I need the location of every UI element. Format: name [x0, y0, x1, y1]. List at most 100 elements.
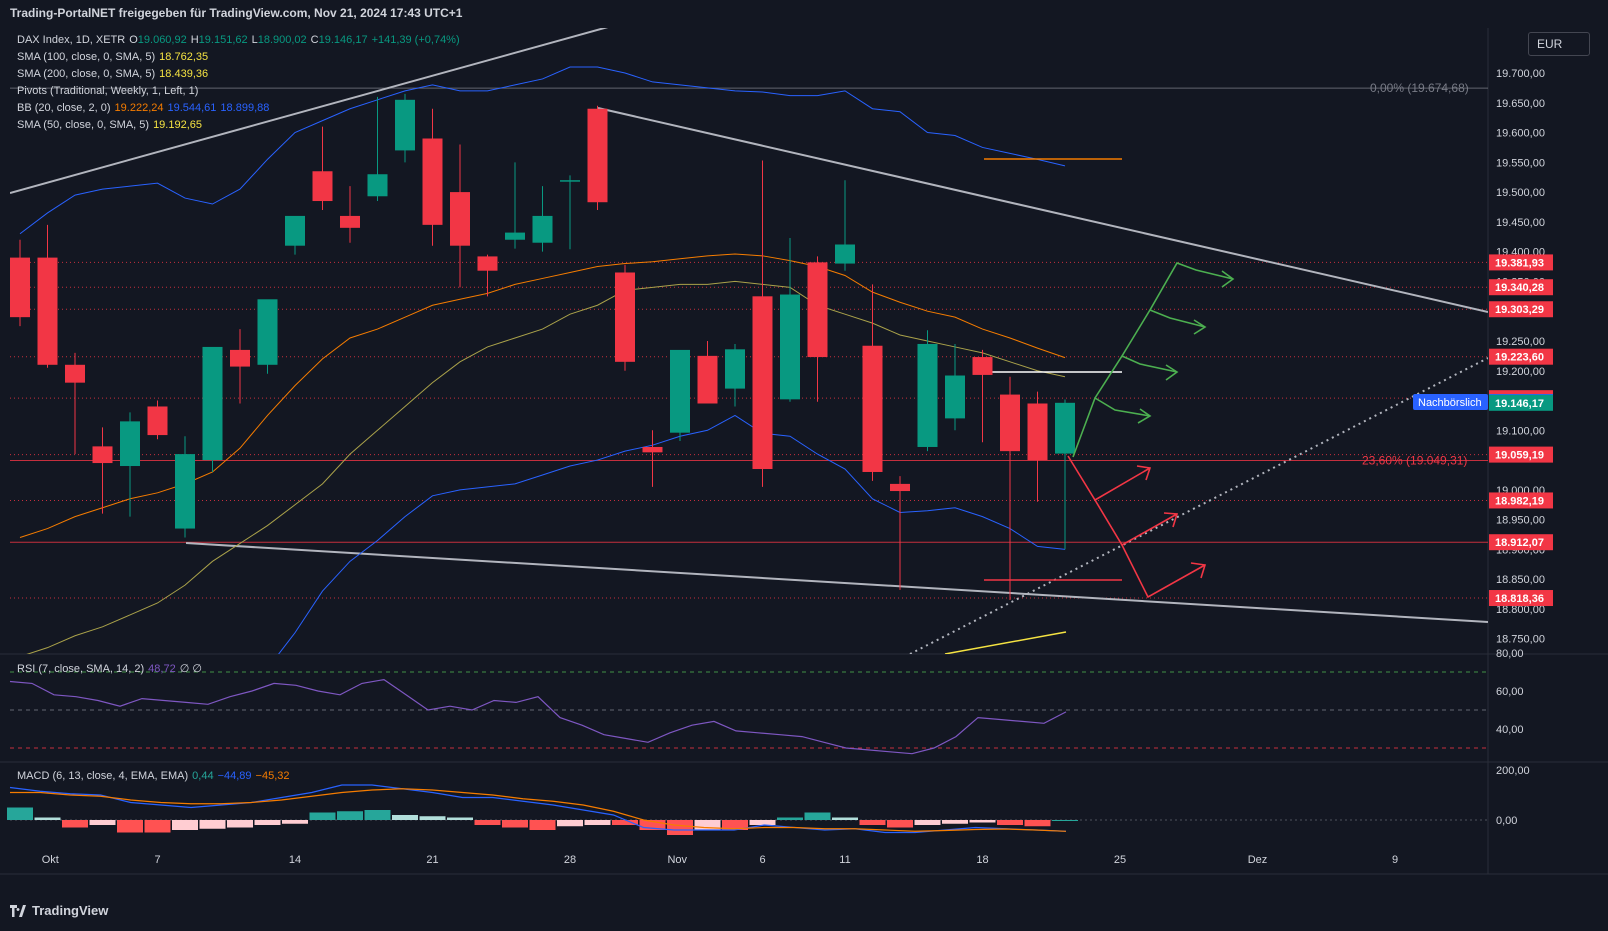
sma50-line	[26, 280, 1066, 654]
legend-high: 19.151,62	[198, 34, 248, 46]
legend-macd[interactable]: MACD (6, 13, close, 4, EMA, EMA) 0,44 −44,…	[17, 770, 293, 782]
legend-main[interactable]: DAX Index, 1D, XETR O19.060,92 H19.151,62 L…	[17, 34, 464, 46]
pivot-price-tag: 18.818,36	[1495, 593, 1544, 605]
x-tick-label: 18	[976, 854, 988, 866]
macd-line	[9, 784, 1067, 834]
chart-title: Trading-PortalNET freigegeben für Tradin…	[10, 6, 463, 20]
x-tick-label: 11	[839, 854, 850, 866]
candle-body	[972, 357, 993, 375]
legend-symbol[interactable]: DAX Index, 1D, XETR	[17, 34, 126, 46]
support-trendline	[185, 542, 1488, 623]
legend-rsi[interactable]: RSI (7, close, SMA, 14, 2) 48,72 ∅ ∅	[17, 662, 206, 675]
x-tick-label: 14	[289, 854, 301, 866]
pivot-price-tag-bg	[1489, 301, 1553, 318]
legend-indicator[interactable]: SMA (50, close, 0, SMA, 5) 19.192,65	[17, 119, 206, 131]
bb-lower-line	[278, 414, 1066, 654]
indicator-label: SMA (50, close, 0, SMA, 5)	[17, 119, 150, 131]
candle-body	[395, 99, 415, 151]
macd-hist-bar	[7, 807, 33, 820]
legend-o-label: O	[129, 34, 138, 46]
pivot-price-tag: 19.303,29	[1495, 304, 1544, 316]
macd-hist-bar	[34, 817, 61, 820]
macd-hist-bar	[997, 820, 1023, 825]
pivot-price-tag: 19.223,60	[1495, 352, 1544, 364]
price-pane	[10, 28, 1488, 654]
currency-selector[interactable]: EUR	[1528, 32, 1590, 56]
footer-brand[interactable]: TradingView	[10, 903, 108, 918]
macd-hist-bar	[942, 820, 968, 824]
indicator-value: 18.762,35	[159, 51, 209, 63]
macd-label[interactable]: MACD (6, 13, close, 4, EMA, EMA)	[17, 770, 189, 782]
rsi-tick-label: 80,00	[1496, 648, 1524, 660]
x-tick-label: Dez	[1248, 854, 1268, 866]
rsi-line	[9, 678, 1067, 755]
candle-body	[147, 406, 168, 436]
fib-level-label: 0,00% (19.674,68)	[1370, 81, 1469, 95]
candle-body	[450, 192, 470, 246]
candle-body	[862, 345, 883, 472]
y-tick-label: 19.100,00	[1496, 425, 1545, 437]
macd-tick-label: 200,00	[1496, 765, 1530, 777]
indicator-label: SMA (100, close, 0, SMA, 5)	[17, 51, 156, 63]
y-tick-label: 19.200,00	[1496, 366, 1545, 378]
legend-c-label: C	[310, 34, 319, 46]
support-price-tag-bg	[1489, 534, 1553, 551]
candle-body	[505, 232, 525, 240]
pivot-price-tag-bg	[1489, 446, 1553, 463]
x-tick-label: 7	[154, 854, 160, 866]
macd-hist-bar	[859, 820, 886, 825]
macd-hist-bar	[639, 820, 666, 830]
dotted-trendline	[909, 357, 1488, 654]
scenario-arrow-red-head	[1163, 512, 1179, 528]
y-tick-label: 18.750,00	[1496, 634, 1545, 646]
macd-hist-bar	[584, 820, 611, 825]
macd-hist-bar	[557, 820, 583, 827]
macd-hist-bar	[309, 812, 336, 820]
macd-hist-bar	[227, 820, 253, 828]
candle-body	[422, 138, 443, 225]
candle-body	[285, 215, 305, 246]
candle-body	[1027, 403, 1048, 461]
scenario-arrow-green-head	[1221, 270, 1235, 288]
macd-hist-bar	[914, 820, 941, 825]
rsi-label[interactable]: RSI (7, close, SMA, 14, 2)	[17, 663, 145, 675]
rsi-value: 48,72	[148, 663, 176, 675]
fib-level-label: 23,60% (19.049,31)	[1362, 453, 1467, 467]
macd-hist-bar	[282, 820, 308, 824]
footer-brand-label: TradingView	[32, 903, 109, 918]
macd-hist-bar	[62, 820, 88, 828]
pivot-price-tag-bg	[1489, 254, 1553, 271]
macd-hist-bar	[1024, 820, 1051, 827]
x-tick-label: 28	[564, 854, 576, 866]
pivot-price-tag: 18.982,19	[1495, 495, 1544, 507]
last-price-tag-bg	[1489, 394, 1553, 411]
legend-indicator[interactable]: BB (20, close, 2, 0) 19.222,24 19.544,61 18…	[17, 102, 273, 114]
candle-body	[1055, 402, 1075, 454]
candle-body	[477, 256, 498, 271]
indicator-value: 19.544,61	[167, 102, 217, 114]
y-tick-label: 19.600,00	[1496, 128, 1545, 140]
legend-indicator[interactable]: SMA (100, close, 0, SMA, 5) 18.762,35	[17, 51, 212, 63]
candle-body	[1000, 394, 1020, 452]
macd-signal-value: −45,32	[255, 770, 290, 782]
candle-body	[670, 349, 690, 433]
candle-body	[532, 215, 553, 243]
candle-body	[367, 174, 388, 197]
legend-close: 19.146,17	[318, 34, 368, 46]
currency-label: EUR	[1537, 37, 1563, 51]
postmarket-tag: Nachbörslich	[1418, 397, 1482, 409]
macd-hist-bar	[419, 816, 446, 820]
indicator-value: 19.222,24	[114, 102, 164, 114]
macd-hist-bar	[337, 811, 363, 820]
y-tick-label: 19.450,00	[1496, 217, 1545, 229]
last-price-tag: 19.146,17	[1495, 398, 1544, 410]
macd-hist-bar	[364, 810, 391, 820]
legend-indicator[interactable]: Pivots (Traditional, Weekly, 1, Left, 1)	[17, 85, 202, 97]
scenario-arrow-red-head	[1136, 465, 1152, 481]
macd-hist-bar	[172, 820, 198, 830]
resistance-trendline	[597, 107, 1488, 313]
legend-l-label: L	[251, 34, 258, 46]
candle-body	[37, 257, 58, 365]
legend-indicator[interactable]: SMA (200, close, 0, SMA, 5) 18.439,36	[17, 68, 212, 80]
